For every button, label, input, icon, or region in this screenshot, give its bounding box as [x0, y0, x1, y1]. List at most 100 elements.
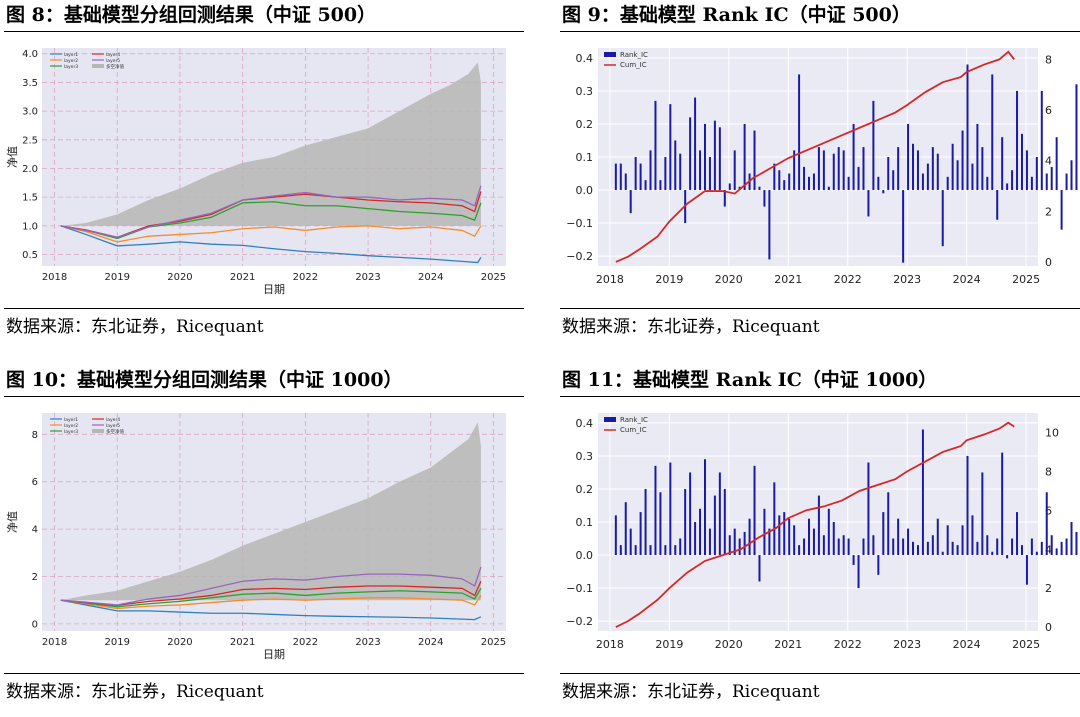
rank-ic-bar — [674, 140, 677, 191]
x-tick-label: 2021 — [230, 637, 255, 648]
y-tick-label: 0.0 — [576, 549, 594, 562]
y-tick-label: 0.5 — [22, 250, 38, 261]
rank-ic-bar — [981, 147, 984, 191]
rank-ic-bar — [996, 538, 999, 556]
rank-ic-bar — [798, 545, 801, 556]
x-tick-label: 2024 — [418, 637, 443, 648]
legend-label-rank-ic: Rank_IC — [620, 51, 648, 59]
rank-ic-bar — [803, 166, 806, 191]
x-axis-label: 日期 — [263, 648, 285, 661]
y2-tick-label: 0 — [1045, 256, 1052, 269]
x-tick-label: 2020 — [715, 638, 743, 651]
rank-ic-bar — [763, 190, 766, 207]
rank-ic-bar — [619, 163, 622, 191]
y-tick-label: 4 — [32, 525, 38, 536]
rank-ic-bar — [837, 147, 840, 191]
cum-ic-line — [615, 50, 1015, 263]
y-tick-label: −0.2 — [566, 250, 593, 263]
x-tick-label: 2019 — [655, 638, 683, 651]
rank-ic-bar — [852, 555, 855, 565]
rank-ic-bar — [907, 123, 910, 191]
rank-ic-bar — [971, 515, 974, 556]
figure-8-panel: 图 8：基础模型分组回测结果（中证 500） 2018 2019 2020 2021 2… — [4, 0, 524, 352]
series-line-layer5 — [60, 566, 482, 606]
rank-ic-bar — [723, 190, 726, 207]
rank-ic-bar — [1075, 531, 1078, 556]
rank-ic-bar — [936, 153, 939, 191]
figure-11-panel: 图 11：基础模型 Rank IC（中证 1000） 2018 2019 2020 2… — [560, 365, 1080, 717]
rank-ic-bar — [778, 170, 781, 191]
y2-tick-label: 8 — [1045, 465, 1052, 478]
rank-ic-bar — [624, 173, 627, 191]
rank-ic-bar — [887, 492, 890, 556]
x-tick-label: 2025 — [1012, 273, 1040, 286]
rank-ic-bar — [1006, 183, 1009, 191]
legend-label: layer1 — [64, 417, 78, 423]
figure-8-source: 数据来源：东北证券，Ricequant — [6, 317, 264, 337]
rank-ic-bar — [926, 541, 929, 556]
rank-ic-bar — [996, 190, 999, 220]
rank-ic-bar — [1040, 541, 1043, 556]
rank-ic-bar — [699, 508, 702, 556]
rank-ic-bar — [708, 157, 711, 191]
rank-ic-bar — [946, 176, 949, 191]
figure-10-bottom-rule — [4, 673, 524, 674]
rank-ic-bar — [783, 180, 786, 191]
rank-ic-bar — [1020, 133, 1023, 191]
figure-11-chart: 2018 2019 2020 2021 2022 2023 2024 2025 −0.2 −0.1… — [566, 413, 1078, 651]
rank-ic-bar — [733, 150, 736, 191]
rank-ic-bar — [966, 455, 969, 556]
rank-ic-bar — [1065, 538, 1068, 556]
legend-label: layer5 — [106, 58, 120, 64]
rank-ic-bar — [793, 525, 796, 556]
rank-ic-bar — [684, 488, 687, 556]
rank-ic-bar — [912, 541, 915, 556]
x-tick-label: 2020 — [715, 273, 743, 286]
rank-ic-bar — [763, 508, 766, 556]
y-tick-label: 2 — [32, 572, 38, 583]
rank-ic-bar — [882, 190, 885, 194]
figure-10-panel: 图 10：基础模型分组回测结果（中证 1000） 2018 2019 2020 202… — [4, 365, 524, 717]
y-tick-label: 4.0 — [22, 49, 38, 60]
rank-ic-bar — [1035, 551, 1038, 556]
rank-ic-bar — [1075, 84, 1078, 191]
x-tick-label: 2025 — [1012, 638, 1040, 651]
x-tick-label: 2023 — [355, 637, 380, 648]
rank-ic-bar — [857, 555, 860, 589]
y-tick-label: 0.4 — [576, 417, 594, 430]
rank-ic-bar — [708, 528, 711, 556]
rank-ic-bar — [956, 545, 959, 556]
figure-11-source: 数据来源：东北证券，Ricequant — [562, 682, 820, 702]
legend-swatch — [92, 429, 104, 433]
rank-ic-bar — [897, 518, 900, 556]
y-tick-label: 0.0 — [576, 184, 594, 197]
figure-11-title: 图 11：基础模型 Rank IC（中证 1000） — [562, 369, 938, 391]
y2-tick-label: 4 — [1045, 155, 1052, 168]
rank-ic-bar — [857, 166, 860, 191]
rank-ic-bar — [753, 465, 756, 556]
y-axis-label: 净值 — [5, 511, 19, 533]
rank-ic-bar — [1040, 90, 1043, 191]
series-line-layer4 — [60, 580, 482, 607]
rank-ic-bar — [981, 472, 984, 556]
rank-ic-bar — [832, 522, 835, 556]
legend-label: 多空净值 — [106, 63, 124, 70]
rank-ic-bar — [817, 147, 820, 191]
x-tick-label: 2021 — [230, 272, 255, 283]
rank-ic-bar — [654, 100, 657, 191]
rank-ic-bar — [961, 525, 964, 556]
rank-ic-bar — [867, 462, 870, 556]
x-tick-label: 2025 — [481, 637, 506, 648]
rank-ic-bar — [733, 528, 736, 556]
legend-swatch-rank-ic — [604, 52, 616, 57]
rank-ic-bar — [902, 190, 905, 263]
rank-ic-bar — [1045, 173, 1048, 191]
rank-ic-bar — [822, 150, 825, 191]
rank-ic-bar — [847, 176, 850, 191]
rank-ic-bar — [649, 150, 652, 191]
x-tick-label: 2023 — [893, 638, 921, 651]
x-axis-label: 日期 — [263, 283, 285, 296]
rank-ic-bar — [827, 508, 830, 556]
x-tick-label: 2023 — [893, 273, 921, 286]
rank-ic-bar — [897, 147, 900, 191]
